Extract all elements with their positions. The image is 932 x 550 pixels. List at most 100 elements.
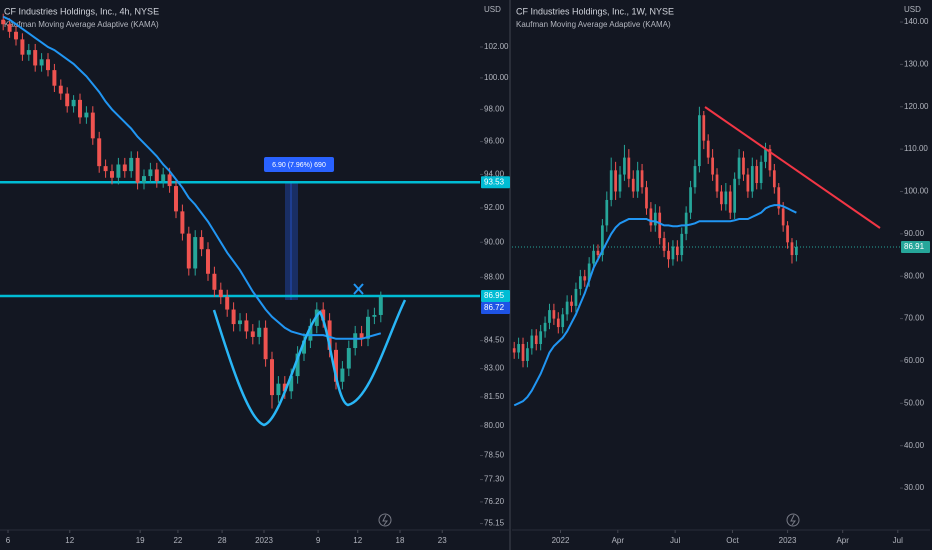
candle-body: [346, 348, 351, 369]
x-tick-label: Oct: [726, 536, 739, 545]
candle-body: [649, 208, 653, 226]
x-tick-label: 18: [396, 536, 405, 545]
candle-body: [321, 309, 326, 321]
candle-body: [614, 170, 617, 192]
price-tag-label: 86.95: [484, 291, 505, 300]
candle-body: [250, 331, 255, 337]
candle-body: [366, 316, 370, 339]
candle-body: [334, 349, 338, 382]
candle-body: [675, 246, 679, 256]
y-axis-label: USD: [904, 5, 921, 14]
indicator-name: Kaufman Moving Average Adaptive (KAMA): [516, 20, 671, 29]
candle-body: [84, 112, 89, 118]
candle-body: [750, 166, 754, 192]
candle-body: [746, 174, 750, 192]
x-tick-label: 2023: [779, 536, 797, 545]
x-tick-label: 2023: [255, 536, 273, 545]
candle-body: [282, 383, 287, 392]
candle-body: [587, 263, 591, 281]
candle-body: [548, 310, 551, 323]
candle-body: [186, 233, 191, 269]
candle-body: [129, 157, 134, 172]
candle-body: [543, 322, 547, 332]
candle-body: [39, 59, 44, 66]
candle-body: [605, 199, 609, 226]
event-icon: [786, 513, 800, 527]
candle-body: [142, 176, 146, 183]
x-tick-label: Jul: [893, 536, 903, 545]
kama-line: [513, 204, 797, 407]
chart-title: CF Industries Holdings, Inc., 1W, NYSE: [516, 6, 674, 16]
candle-body: [627, 157, 631, 179]
candle-body: [78, 99, 82, 118]
indicator-name: Kaufman Moving Average Adaptive (KAMA): [4, 20, 159, 29]
y-tick-label: 92.00: [484, 203, 505, 212]
candle-body: [671, 246, 675, 260]
x-tick-label: Jul: [670, 536, 680, 545]
candle-body: [742, 157, 745, 175]
y-tick-label: 96.00: [484, 137, 505, 146]
candle-body: [302, 340, 306, 354]
candle-body: [289, 376, 294, 392]
y-tick-label: 90.00: [484, 237, 505, 246]
candle-body: [135, 157, 140, 183]
candle-body: [777, 187, 781, 209]
candle-body: [640, 170, 644, 188]
left-panel: CF Industries Holdings, Inc., 4h, NYSE Ka…: [0, 5, 510, 545]
y-tick-label: 100.00: [904, 187, 929, 196]
candle-body: [702, 115, 706, 141]
candle-body: [257, 327, 262, 337]
x-tick-label: Apr: [612, 536, 625, 545]
candle-body: [715, 174, 719, 192]
candle-body: [768, 149, 772, 171]
candle-body: [658, 212, 662, 239]
kama-line: [2, 15, 382, 340]
candle-body: [244, 320, 249, 332]
right-panel: CF Industries Holdings, Inc., 1W, NYSE Ka…: [512, 5, 930, 545]
candle-body: [154, 169, 159, 182]
candle-body: [781, 208, 785, 226]
y-tick-label: 40.00: [904, 441, 925, 450]
candle-body: [680, 233, 684, 256]
y-tick-label: 130.00: [904, 60, 929, 69]
candle-body: [609, 170, 613, 200]
candle-body: [33, 50, 38, 66]
candle-body: [97, 138, 102, 167]
y-tick-label: 110.00: [904, 144, 928, 153]
cup-drawing: [212, 299, 407, 427]
price-tag-label: 86.72: [484, 303, 505, 312]
candle-body: [122, 164, 127, 172]
candle-body: [340, 368, 345, 382]
candle-body: [711, 157, 714, 175]
candle-body: [561, 314, 565, 328]
candle-body: [225, 296, 230, 310]
candle-body: [7, 24, 12, 32]
y-tick-label: 75.15: [484, 519, 505, 528]
candle-body: [295, 353, 300, 377]
y-tick-label: 84.50: [484, 336, 505, 345]
price-tag: [481, 290, 510, 303]
y-tick-label: 94.00: [484, 170, 505, 179]
candle-body: [14, 31, 18, 40]
candle-body: [764, 149, 767, 162]
candle-body: [772, 170, 776, 188]
candle-body: [52, 70, 57, 86]
y-tick-label: 70.00: [904, 314, 925, 323]
y-tick-label: 30.00: [904, 483, 925, 492]
candle-body: [378, 296, 383, 315]
candle-body: [327, 320, 332, 350]
candle-body: [618, 174, 622, 192]
candle-body: [193, 237, 198, 269]
candle-body: [631, 178, 635, 192]
measure-label: 6.90 (7.96%) 690: [272, 162, 326, 169]
candle-body: [180, 211, 185, 234]
candle-body: [308, 325, 313, 341]
x-tick-label: Apr: [836, 536, 849, 545]
y-tick-label: 80.00: [904, 271, 925, 280]
x-tick-label: 9: [316, 536, 321, 545]
y-tick-label: 83.00: [484, 364, 505, 373]
candle-body: [565, 301, 569, 315]
y-tick-label: 76.20: [484, 497, 505, 506]
candle-body: [653, 212, 657, 226]
